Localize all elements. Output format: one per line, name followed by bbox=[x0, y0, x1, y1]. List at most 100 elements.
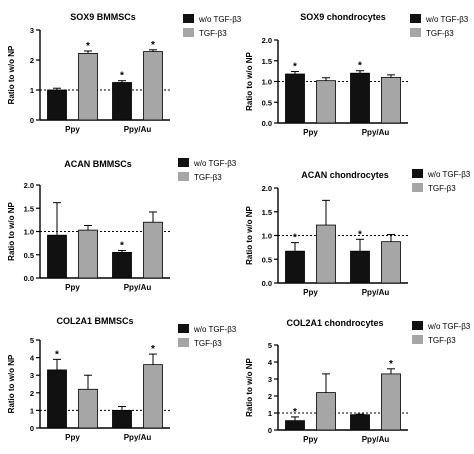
significance-star: * bbox=[120, 241, 124, 252]
y-tick-label: 4 bbox=[268, 358, 273, 367]
y-tick-label: 1 bbox=[30, 406, 34, 415]
bar bbox=[78, 388, 98, 429]
significance-star: * bbox=[358, 61, 362, 72]
chart-title: SOX9 BMMSCs bbox=[70, 12, 136, 22]
chart-title: COL2A1 chondrocytes bbox=[286, 318, 383, 328]
x-tick-label: Ppy/Au bbox=[362, 435, 390, 444]
legend-label: TGF-β3 bbox=[426, 29, 454, 38]
legend-swatch bbox=[412, 169, 423, 178]
bar bbox=[112, 252, 132, 279]
y-tick-label: 0.5 bbox=[24, 251, 34, 260]
bar bbox=[316, 224, 336, 284]
y-tick-label: 1.5 bbox=[262, 208, 272, 217]
legend-label: TGF-β3 bbox=[428, 184, 456, 193]
chart-title: COL2A1 BMMSCs bbox=[56, 316, 133, 326]
bar bbox=[285, 250, 305, 284]
legend-swatch bbox=[410, 14, 421, 23]
bar bbox=[285, 420, 305, 431]
y-axis-label: Ratio to w/o NP bbox=[7, 45, 16, 104]
y-axis-label: Ratio to w/o NP bbox=[245, 52, 254, 111]
bar bbox=[47, 369, 67, 429]
significance-star: * bbox=[120, 71, 124, 82]
x-tick-label: Ppy bbox=[303, 288, 318, 297]
legend-label: TGF-β3 bbox=[199, 29, 227, 38]
legend-label: w/o TGF-β3 bbox=[198, 15, 242, 24]
y-axis-label: Ratio to w/o NP bbox=[245, 206, 254, 265]
y-axis-label: Ratio to w/o NP bbox=[245, 358, 254, 417]
legend-label: w/o TGF-β3 bbox=[427, 170, 471, 179]
legend-swatch bbox=[410, 28, 421, 37]
bar bbox=[78, 229, 98, 279]
chart-panel: ACAN BMMSCs w/o TGF-β3 TGF-β3 0.0 0.5 1.0 1.5 2… bbox=[7, 158, 237, 292]
y-tick-label: 0.0 bbox=[24, 274, 34, 283]
y-tick-label: 5 bbox=[268, 341, 272, 350]
x-tick-label: Ppy/Au bbox=[362, 128, 390, 137]
bar bbox=[381, 373, 401, 431]
legend-label: w/o TGF-β3 bbox=[193, 325, 237, 334]
y-tick-label: 0.0 bbox=[262, 279, 272, 288]
y-tick-label: 1 bbox=[268, 409, 272, 418]
legend-swatch bbox=[178, 338, 189, 347]
legend-label: TGF-β3 bbox=[428, 336, 456, 345]
significance-star: * bbox=[151, 40, 155, 51]
legend-label: TGF-β3 bbox=[194, 339, 222, 348]
bar bbox=[350, 72, 370, 124]
legend-swatch bbox=[412, 335, 423, 344]
legend-swatch bbox=[183, 28, 194, 37]
y-tick-label: 1.0 bbox=[262, 78, 272, 87]
y-tick-label: 1.0 bbox=[24, 228, 34, 237]
significance-star: * bbox=[151, 344, 155, 355]
x-tick-label: Ppy bbox=[303, 128, 318, 137]
x-tick-label: Ppy bbox=[65, 283, 80, 292]
legend-swatch bbox=[178, 158, 189, 167]
y-tick-label: 2 bbox=[30, 56, 34, 65]
legend-label: w/o TGF-β3 bbox=[425, 15, 469, 24]
significance-star: * bbox=[293, 407, 297, 418]
chart-panel: SOX9 chondrocytes w/o TGF-β3 TGF-β3 0.0 0.5 1… bbox=[245, 12, 469, 137]
y-tick-label: 0.5 bbox=[262, 98, 272, 107]
bar bbox=[112, 409, 132, 429]
y-tick-label: 3 bbox=[30, 371, 34, 380]
bar bbox=[143, 51, 163, 121]
significance-star: * bbox=[293, 233, 297, 244]
x-tick-label: Ppy/Au bbox=[362, 288, 390, 297]
legend-swatch bbox=[183, 14, 194, 23]
chart-title: SOX9 chondrocytes bbox=[300, 12, 386, 22]
y-tick-label: 3 bbox=[30, 26, 34, 35]
y-tick-label: 4 bbox=[30, 354, 35, 363]
bar bbox=[78, 53, 98, 121]
y-axis-label: Ratio to w/o NP bbox=[7, 354, 16, 413]
significance-star: * bbox=[358, 229, 362, 240]
x-tick-label: Ppy/Au bbox=[124, 125, 152, 134]
legend-swatch bbox=[412, 321, 423, 330]
legend-swatch bbox=[412, 183, 423, 192]
bar bbox=[47, 89, 67, 121]
y-tick-label: 2.0 bbox=[24, 181, 34, 190]
bar bbox=[285, 73, 305, 124]
y-tick-label: 1 bbox=[30, 86, 34, 95]
y-tick-label: 2 bbox=[30, 389, 34, 398]
y-tick-label: 0 bbox=[268, 426, 272, 435]
chart-panel: ACAN chondrocytes w/o TGF-β3 TGF-β3 0.0 0.5 1… bbox=[245, 169, 471, 297]
significance-star: * bbox=[293, 62, 297, 73]
bar bbox=[316, 392, 336, 431]
chart-title: ACAN chondrocytes bbox=[301, 170, 389, 180]
x-tick-label: Ppy/Au bbox=[124, 433, 152, 442]
y-tick-label: 0.0 bbox=[262, 119, 272, 128]
y-tick-label: 1.5 bbox=[262, 57, 272, 66]
legend-swatch bbox=[178, 324, 189, 333]
bar bbox=[316, 80, 336, 124]
chart-panel: COL2A1 BMMSCs w/o TGF-β3 TGF-β3 0 1 2 3 4 5 Ratio… bbox=[7, 316, 237, 442]
y-tick-label: 3 bbox=[268, 375, 272, 384]
y-axis-label: Ratio to w/o NP bbox=[7, 202, 16, 261]
significance-star: * bbox=[86, 41, 90, 52]
legend-label: w/o TGF-β3 bbox=[427, 322, 471, 331]
x-tick-label: Ppy bbox=[65, 125, 80, 134]
bar bbox=[47, 234, 67, 279]
y-tick-label: 0.5 bbox=[262, 255, 272, 264]
y-tick-label: 1.0 bbox=[262, 232, 272, 241]
bar bbox=[350, 250, 370, 284]
bar bbox=[350, 414, 370, 431]
significance-star: * bbox=[389, 359, 393, 370]
